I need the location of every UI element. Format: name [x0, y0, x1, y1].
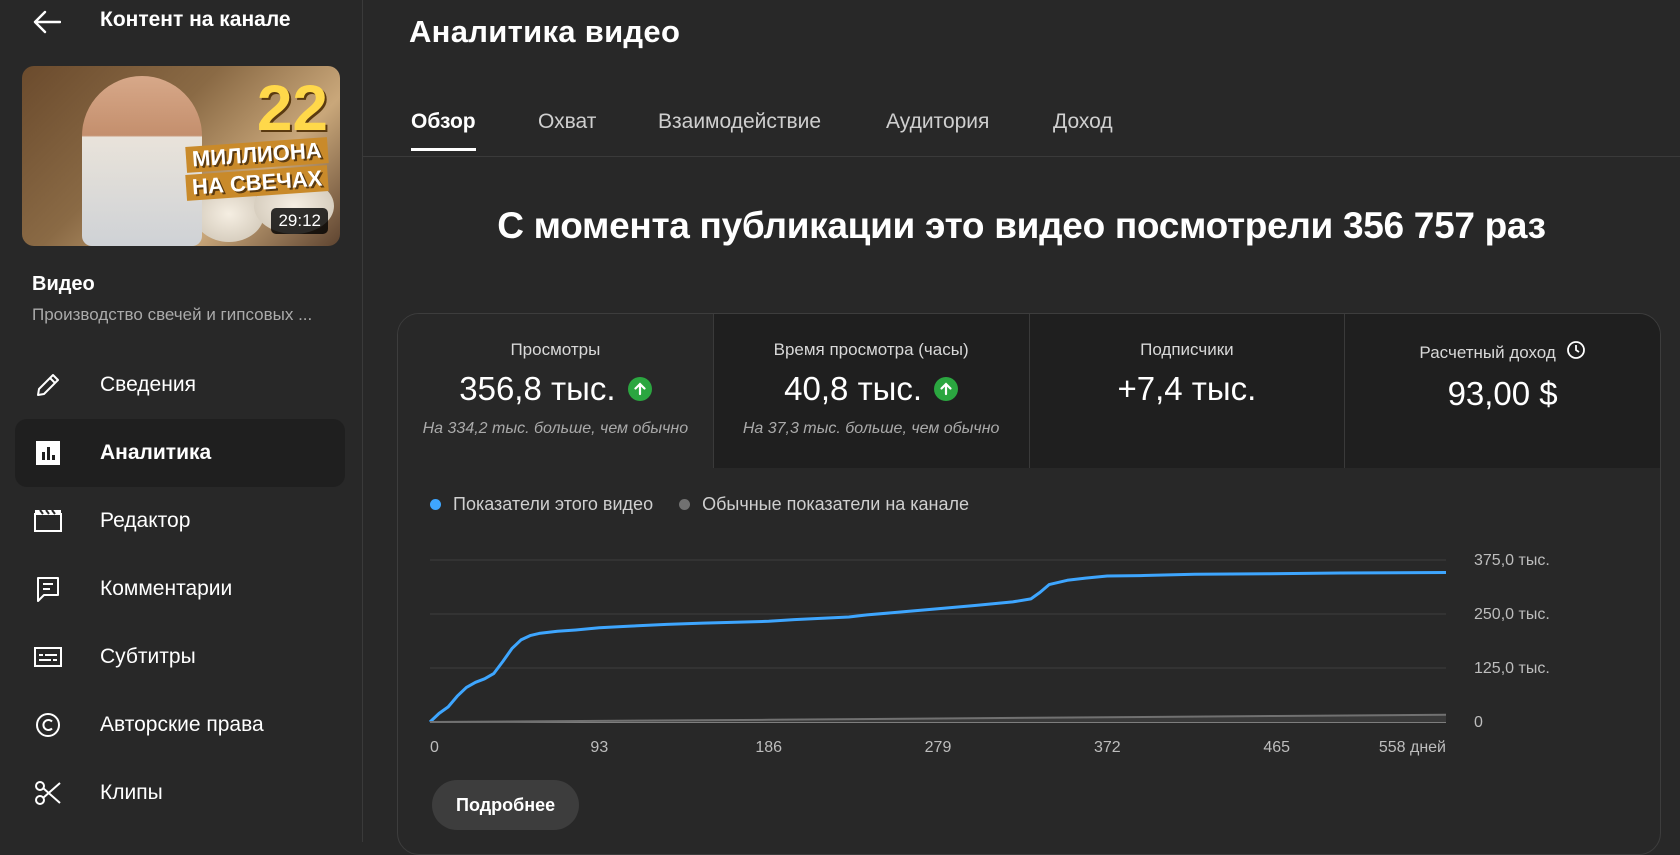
metric-value: 40,8 тыс. [784, 370, 923, 407]
main-area: Аналитика видео Обзор Охват Взаимодейств… [363, 0, 1680, 855]
comment-icon [33, 574, 63, 604]
tab-audience[interactable]: Аудитория [886, 110, 990, 133]
legend-item-this-video: Показатели этого видео [430, 494, 653, 515]
x-tick-label: 372 [1094, 739, 1121, 756]
scissors-icon [33, 778, 63, 808]
metric-value: 93,00 $ [1447, 375, 1558, 412]
tab-overview[interactable]: Обзор [411, 110, 476, 151]
tab-revenue[interactable]: Доход [1053, 110, 1113, 133]
sidebar-item-copyright[interactable]: Авторские права [15, 691, 345, 759]
thumbnail-headline: 22 МИЛЛИОНА НА СВЕЧАХ [184, 76, 329, 201]
x-tick-label: 279 [925, 739, 952, 756]
x-tick-label: 186 [755, 739, 782, 756]
sidebar-item-analytics[interactable]: Аналитика [15, 419, 345, 487]
series-line-this-video [428, 571, 1447, 724]
sidebar-nav: Сведения Аналитика Редактор Комментарии … [15, 351, 345, 827]
chart-legend: Показатели этого видео Обычные показател… [430, 494, 995, 515]
metric-comparison: На 37,3 тыс. больше, чем обычно [742, 420, 1000, 437]
tab-reach[interactable]: Охват [538, 110, 597, 133]
y-tick-label: 125,0 тыс. [1474, 660, 1550, 677]
sidebar-item-subtitles[interactable]: Субтитры [15, 623, 345, 691]
series-line-channel-typical [429, 713, 1447, 723]
clapperboard-icon [33, 506, 63, 536]
views-line-chart: 375,0 тыс. 250,0 тыс. 125,0 тыс. 0 0 93 186 279… [428, 552, 1550, 756]
metric-title: Расчетный доход [1419, 342, 1556, 362]
more-details-button[interactable]: Подробнее [432, 780, 580, 830]
sidebar-item-editor[interactable]: Редактор [15, 487, 345, 555]
metric-value: +7,4 тыс. [1117, 370, 1257, 407]
x-tick-label: 465 [1263, 739, 1290, 756]
clock-icon[interactable] [1566, 340, 1586, 365]
x-tick-label: 558 дней [1379, 739, 1446, 756]
series-area-channel-typical [430, 714, 1446, 722]
metric-watch-time[interactable]: Время просмотра (часы) 40,8 тыс. На 37,3… [712, 314, 1029, 468]
y-tick-label: 375,0 тыс. [1474, 552, 1550, 569]
arrow-up-icon [627, 377, 652, 401]
sidebar: Контент на канале 22 МИЛЛИОНА НА СВЕЧАХ … [0, 0, 363, 842]
duration-badge: 29:12 [271, 208, 328, 234]
x-tick-label: 0 [430, 739, 439, 756]
tab-engagement[interactable]: Взаимодействие [658, 110, 822, 133]
legend-dot [430, 499, 441, 510]
x-tick-label: 93 [590, 739, 608, 756]
y-tick-label: 0 [1474, 714, 1483, 731]
metric-value: 356,8 тыс. [459, 370, 616, 407]
sidebar-item-comments[interactable]: Комментарии [15, 555, 345, 623]
video-name: Производство свечей и гипсовых ... [32, 305, 313, 324]
copyright-icon [33, 710, 63, 740]
arrow-up-icon [934, 377, 959, 401]
metric-revenue[interactable]: Расчетный доход 93,00 $ [1344, 314, 1660, 468]
analytics-icon [33, 438, 63, 468]
metric-title: Подписчики [1140, 340, 1234, 359]
pencil-icon [33, 370, 63, 400]
subtitles-icon [33, 642, 63, 672]
page-title: Аналитика видео [409, 14, 681, 49]
metric-subscribers[interactable]: Подписчики +7,4 тыс. [1028, 314, 1345, 468]
metric-views[interactable]: Просмотры 356,8 тыс. На 334,2 тыс. больш… [398, 314, 713, 468]
thumbnail-person [82, 76, 202, 246]
metric-comparison: На 334,2 тыс. больше, чем обычно [422, 420, 689, 437]
legend-item-channel-typical: Обычные показатели на канале [679, 494, 969, 515]
legend-dot [679, 499, 691, 510]
views-headline: С момента публикации это видео посмотрел… [497, 205, 1546, 246]
tab-bar: Обзор Охват Взаимодействие Аудитория Дох… [363, 98, 1680, 157]
metric-title: Время просмотра (часы) [773, 340, 969, 359]
video-thumbnail[interactable]: 22 МИЛЛИОНА НА СВЕЧАХ 29:12 [22, 66, 340, 246]
y-tick-label: 250,0 тыс. [1474, 606, 1550, 623]
sidebar-item-details[interactable]: Сведения [15, 351, 345, 419]
video-label: Видео [32, 273, 95, 295]
sidebar-item-clips[interactable]: Клипы [15, 759, 345, 827]
metrics-row: Просмотры 356,8 тыс. На 334,2 тыс. больш… [398, 314, 1660, 468]
analytics-card: Просмотры 356,8 тыс. На 334,2 тыс. больш… [397, 313, 1661, 855]
back-arrow-icon[interactable] [30, 5, 64, 39]
metric-title: Просмотры [510, 340, 601, 359]
channel-content-title: Контент на канале [100, 8, 291, 31]
